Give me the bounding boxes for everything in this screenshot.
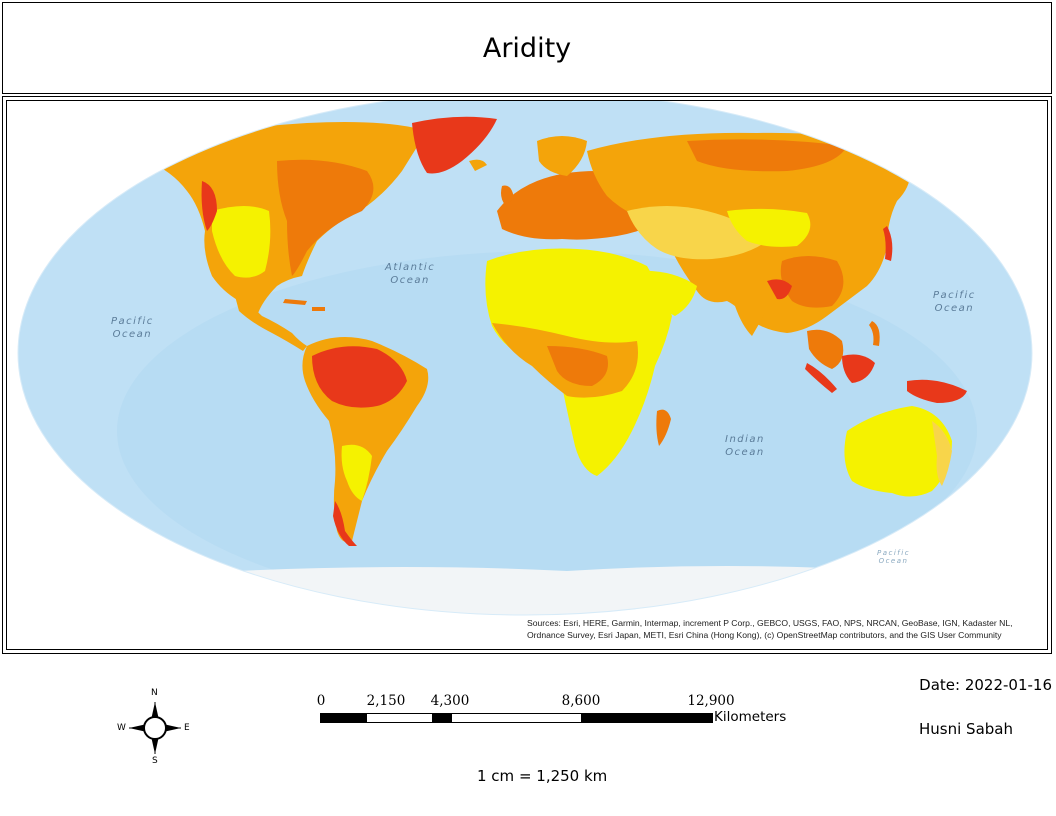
pacific-ocean-label-east: Pacific Ocean bbox=[933, 290, 976, 314]
chile-humid bbox=[333, 501, 357, 546]
scale-seg-5 bbox=[581, 713, 713, 723]
china-humid bbox=[780, 256, 844, 308]
north-america-humid bbox=[277, 159, 374, 276]
pacific-ocean-label-south: Pacific Ocean bbox=[877, 549, 911, 565]
siberia-humid bbox=[687, 139, 847, 172]
iceland bbox=[469, 159, 487, 171]
new-guinea bbox=[907, 379, 967, 403]
globe-outline bbox=[17, 101, 1033, 616]
scale-tick-0: 0 bbox=[316, 693, 326, 709]
scale-tick-1: 2,150 bbox=[366, 693, 406, 709]
sumatra bbox=[805, 363, 837, 393]
scale-units: Kilometers bbox=[714, 709, 787, 725]
map-date: Date: 2022-01-16 bbox=[919, 676, 1052, 694]
southeast-asia bbox=[807, 329, 844, 369]
greenland bbox=[412, 116, 497, 174]
caribbean bbox=[283, 299, 325, 311]
map-author: Husni Sabah bbox=[919, 720, 1013, 738]
central-america bbox=[235, 296, 307, 351]
compass-e: E bbox=[184, 723, 190, 733]
gobi-arid bbox=[727, 208, 811, 247]
compass-n: N bbox=[151, 688, 158, 698]
scale-seg-1 bbox=[320, 713, 367, 723]
antarctica bbox=[207, 566, 907, 615]
map-panel[interactable]: Atlantic Ocean Pacific Ocean Pacific Oce… bbox=[6, 100, 1048, 650]
scale-tick-2: 4,300 bbox=[430, 693, 470, 709]
australia bbox=[844, 406, 952, 497]
north-america-dry bbox=[212, 206, 271, 278]
title-box: Aridity bbox=[2, 2, 1052, 94]
scale-seg-2 bbox=[366, 713, 433, 723]
scale-text: 1 cm = 1,250 km bbox=[477, 767, 608, 785]
scale-seg-3 bbox=[432, 713, 452, 723]
himalaya-humid bbox=[767, 279, 792, 300]
philippines bbox=[869, 321, 880, 346]
north-arrow: N S W E bbox=[115, 688, 195, 768]
compass-s: S bbox=[152, 756, 158, 766]
australia-east-humid bbox=[932, 421, 952, 486]
sources-credits: Sources: Esri, HERE, Garmin, Intermap, i… bbox=[527, 618, 1013, 640]
atlantic-ocean-label: Atlantic Ocean bbox=[385, 262, 436, 286]
india bbox=[722, 274, 777, 336]
europe bbox=[497, 171, 667, 240]
uk bbox=[501, 185, 514, 205]
scandinavia bbox=[537, 136, 587, 176]
scale-tick-3: 8,600 bbox=[561, 693, 601, 709]
world-map[interactable] bbox=[7, 101, 1048, 650]
new-zealand bbox=[962, 481, 994, 521]
indian-ocean-label: Indian Ocean bbox=[725, 434, 765, 458]
borneo bbox=[842, 354, 875, 383]
compass-w: W bbox=[117, 723, 126, 733]
map-frame: Atlantic Ocean Pacific Ocean Pacific Oce… bbox=[2, 96, 1052, 654]
scale-tick-4: 12,900 bbox=[687, 693, 735, 709]
pacific-ocean-label-west: Pacific Ocean bbox=[111, 316, 154, 340]
compass-icon bbox=[129, 702, 181, 754]
north-america-west-humid bbox=[201, 181, 217, 231]
patagonia-dry bbox=[341, 444, 372, 501]
madagascar bbox=[656, 409, 671, 446]
japan bbox=[883, 226, 893, 261]
scale-seg-4 bbox=[451, 713, 582, 723]
amazon bbox=[312, 346, 407, 408]
map-title: Aridity bbox=[482, 33, 572, 64]
congo-humid bbox=[547, 346, 608, 386]
